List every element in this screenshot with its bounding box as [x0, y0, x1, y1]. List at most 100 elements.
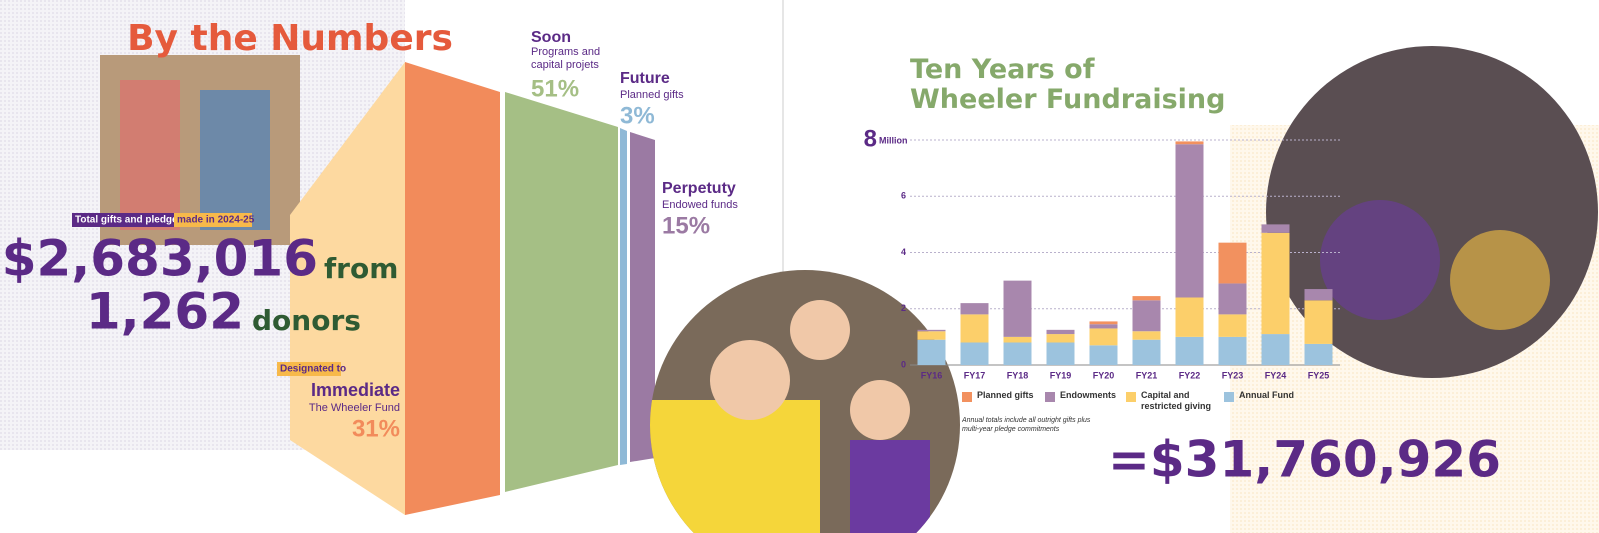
bar-segment: [1218, 314, 1247, 337]
tag-bg: [174, 213, 252, 227]
photo-detail: [120, 80, 180, 230]
alloc-detail: The Wheeler Fund: [309, 402, 400, 414]
alloc-detail: Planned gifts: [620, 89, 684, 101]
x-tick-label: FY21: [1136, 370, 1158, 380]
bar-segment: [1304, 300, 1333, 344]
y-tick-label: 0: [901, 359, 906, 369]
donors-word: donors: [252, 304, 361, 337]
donors: 1,262: [86, 283, 244, 341]
title: By the Numbers: [127, 18, 453, 59]
bar-segment: [1089, 321, 1118, 325]
note: Annual totals include all outright gifts…: [962, 417, 1091, 433]
bar-segment: [1218, 336, 1247, 365]
x-tick-label: FY24: [1265, 370, 1287, 380]
photo-detail: [1450, 230, 1550, 330]
alloc-detail: Programs and capital projets: [531, 46, 601, 71]
alloc-name: Immediate: [311, 380, 400, 400]
legend-label: Capital and restricted giving: [1141, 390, 1212, 411]
bar-segment: [1261, 334, 1290, 365]
bar-segment: [1218, 242, 1247, 284]
x-tick-label: FY25: [1308, 370, 1330, 380]
legend-box: Planned gifts: [977, 390, 1034, 400]
bar-segment: [1003, 336, 1032, 343]
bar-segment: [1261, 224, 1290, 233]
photo: [650, 270, 960, 533]
bar-segment: [1132, 331, 1161, 340]
bar-segment: [1304, 343, 1333, 365]
bar-segment: [1132, 339, 1161, 365]
bar-segment: [1089, 328, 1118, 346]
tag: Designated to: [280, 364, 346, 375]
legend-box: Endowments: [1060, 390, 1117, 400]
alloc-percent: 31%: [352, 415, 400, 442]
funnel-immediate: [405, 62, 500, 515]
bar-segment: [1175, 144, 1204, 298]
tag: Total gifts and pledges: [75, 215, 184, 226]
bar-segment: [1304, 289, 1333, 301]
alloc-name: Perpetuty: [662, 180, 736, 197]
bar-segment: [1132, 300, 1161, 332]
legend-label: Planned gifts: [977, 390, 1034, 400]
bar-segment: [1175, 297, 1204, 337]
x-tick-label: FY18: [1007, 370, 1029, 380]
amount: $2,683,016: [2, 230, 318, 288]
y-unit: Million: [879, 135, 908, 145]
photo-detail: [200, 90, 270, 230]
legend-swatch: [1224, 392, 1234, 402]
legend-box: Capital and restricted giving: [1141, 390, 1212, 411]
bar-segment: [1046, 329, 1075, 335]
tag-bg: [72, 213, 174, 227]
legend-swatch: [1045, 392, 1055, 402]
bar-segment: [917, 339, 946, 365]
legend-box: Annual Fund: [1239, 390, 1294, 400]
legend-label: Annual Fund: [1239, 390, 1294, 400]
alloc-percent: 51%: [531, 75, 579, 102]
bar-segment: [1003, 280, 1032, 337]
x-tick-label: FY17: [964, 370, 986, 380]
alloc-percent: 15%: [662, 212, 710, 239]
legend-swatch: [962, 392, 972, 402]
y-tick-label: 2: [901, 303, 906, 313]
tag-bg: [277, 362, 341, 376]
funnel-perpetuity: [630, 132, 655, 462]
tag: made in 2024-25: [177, 215, 255, 226]
bar-segment: [960, 342, 989, 365]
bar-segment: [1089, 345, 1118, 365]
x-tick-label: FY23: [1222, 370, 1244, 380]
alloc-detail-box: Programs and capital projets: [531, 46, 601, 71]
funnel-future: [620, 128, 627, 465]
bar-segment: [917, 329, 946, 332]
alloc-detail: Endowed funds: [662, 199, 738, 211]
bar-segment: [1175, 141, 1204, 145]
alloc-percent: 3%: [620, 102, 655, 129]
bar-segment: [960, 303, 989, 315]
x-tick-label: FY19: [1050, 370, 1072, 380]
y-tick-label: 6: [901, 191, 906, 201]
bar-segment: [960, 314, 989, 343]
bar-segment: [1175, 336, 1204, 365]
bar-segment: [1132, 296, 1161, 301]
alloc-name: Soon: [531, 29, 571, 46]
y-tick-label: 8: [864, 125, 877, 152]
chart-title: Ten Years of Wheeler Fundraising: [910, 55, 1226, 115]
bar-segment: [1003, 342, 1032, 365]
photo-detail: [1320, 200, 1440, 320]
from: from: [324, 252, 398, 285]
bar-segment: [917, 331, 946, 340]
bar-segment: [1218, 283, 1247, 315]
grand-total: =$31,760,926: [1108, 431, 1501, 489]
funnel-soon: [505, 92, 618, 492]
chart-title-box: Ten Years of Wheeler Fundraising: [910, 55, 1226, 115]
x-tick-label: FY20: [1093, 370, 1115, 380]
bar-segment: [1261, 232, 1290, 335]
funnel-immediate: [290, 62, 405, 515]
legend-label: Endowments: [1060, 390, 1117, 400]
alloc-name: Future: [620, 70, 670, 87]
y-tick-label: 4: [901, 247, 906, 257]
bar-segment: [1089, 324, 1118, 329]
bar-segment: [1046, 342, 1075, 365]
bar-segment: [1046, 334, 1075, 343]
legend-swatch: [1126, 392, 1136, 402]
